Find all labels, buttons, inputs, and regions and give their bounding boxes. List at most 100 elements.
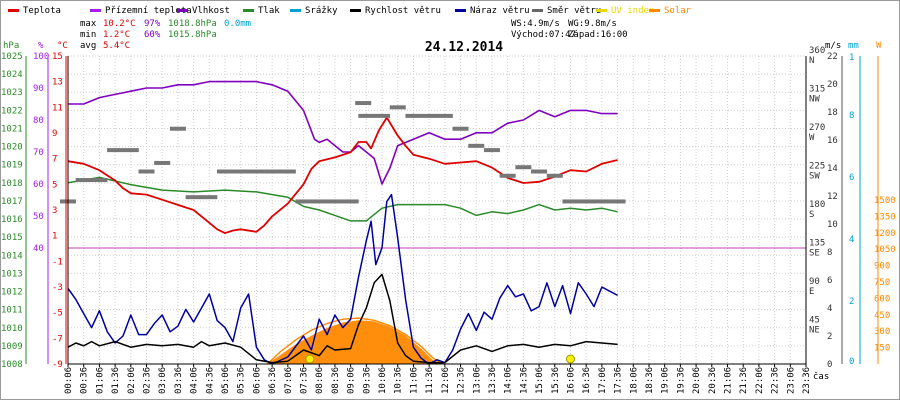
wind-tick: 20 <box>827 80 838 90</box>
legend-swatch <box>90 9 101 12</box>
legend-label: Tlak <box>258 6 280 16</box>
axis-solar-unit: W <box>876 41 882 51</box>
wind-tick: 6 <box>827 276 832 286</box>
humidity-tick: 70 <box>33 148 44 158</box>
direction-tick: S <box>809 210 814 220</box>
legend-swatch <box>649 9 660 12</box>
humidity-tick: 50 <box>33 212 44 222</box>
wind-dir-mark <box>232 169 249 174</box>
x-tick-label: 01:06 <box>95 367 105 394</box>
axis-wind-unit: m/s <box>825 41 841 51</box>
pressure-tick: 1014 <box>1 251 23 261</box>
x-tick-label: 01:36 <box>111 367 121 394</box>
x-tick-label: 07:06 <box>284 367 294 394</box>
wind-tick: 18 <box>827 108 838 118</box>
pressure-tick: 1015 <box>1 233 23 243</box>
temperature-tick: 13 <box>52 78 63 88</box>
wind-dir-mark <box>107 148 124 153</box>
direction-tick: 270 <box>809 123 825 133</box>
legend-label: Přízemní teplota <box>105 6 192 16</box>
line-series <box>67 80 618 365</box>
wind-dir-mark <box>531 169 548 174</box>
wind-dir-mark <box>122 148 139 153</box>
direction-tick: SW <box>809 172 820 182</box>
legend-swatch <box>532 9 543 12</box>
uv-tick: 0 <box>849 357 854 367</box>
stat-ws: WS:4.9m/s <box>511 19 560 29</box>
wind-dir-mark <box>91 178 108 183</box>
solar-tick: 900 <box>874 262 890 272</box>
solar-tick: 150 <box>874 344 890 354</box>
stat-avg-temp: 5.4°C <box>103 41 130 51</box>
stat-min-press: 1015.8hPa <box>168 30 217 40</box>
direction-tick: 360 <box>809 46 825 56</box>
temperature-tick: 5 <box>52 180 57 190</box>
x-tick-label: 21:36 <box>739 367 749 394</box>
solar-tick: 1350 <box>874 212 896 222</box>
stat-min-hum: 60% <box>144 30 161 40</box>
pressure-tick: 1010 <box>1 324 23 334</box>
humidity-tick: 60 <box>33 180 44 190</box>
solar-tick: 1050 <box>874 245 896 255</box>
direction-tick: SE <box>809 249 820 259</box>
legend-label: Vlhkost <box>192 6 230 16</box>
x-tick-label: 19:36 <box>676 367 686 394</box>
x-tick-label: 20:06 <box>692 367 702 394</box>
x-tick-label: 12:36 <box>457 367 467 394</box>
pressure-tick: 1008 <box>1 360 23 370</box>
wind-dir-mark <box>355 101 372 106</box>
wind-dir-mark <box>515 165 532 170</box>
x-tick-label: 17:36 <box>614 367 624 394</box>
wind-tick: 16 <box>827 136 838 146</box>
wind-tick: 22 <box>827 52 838 62</box>
stat-sunrise: Východ:07:47 <box>511 30 576 40</box>
wind-dir-mark <box>452 126 469 131</box>
pressure-tick: 1011 <box>1 306 23 316</box>
wind-dir-mark <box>546 173 563 178</box>
direction-tick: 45 <box>809 316 820 326</box>
x-tick-label: 14:36 <box>519 367 529 394</box>
axis-uv-unit: mm <box>848 41 859 51</box>
stat-wg: WG:9.8m/s <box>568 19 617 29</box>
x-tick-label: 12:06 <box>441 367 451 394</box>
pressure-tick: 1025 <box>1 52 23 62</box>
x-tick-label: 03:36 <box>174 367 184 394</box>
wind-dir-mark <box>185 195 202 200</box>
x-tick-label: 10:36 <box>394 367 404 394</box>
uv-tick: 2 <box>849 297 854 307</box>
x-tick-label: 16:06 <box>566 367 576 394</box>
uv-tick: 8 <box>849 111 854 121</box>
x-tick-label: 06:06 <box>252 367 262 394</box>
solar-tick: 450 <box>874 311 890 321</box>
wind-tick: 4 <box>827 304 832 314</box>
direction-tick: 135 <box>809 239 825 249</box>
x-tick-label: 11:36 <box>425 367 435 394</box>
legend-swatch <box>596 9 607 12</box>
wind-tick: 8 <box>827 248 832 258</box>
temperature-line <box>67 116 618 234</box>
legend-swatch <box>455 9 466 12</box>
pressure-tick: 1024 <box>1 70 23 80</box>
x-tick-label: 20:36 <box>708 367 718 394</box>
x-tick-label: 05:06 <box>221 367 231 394</box>
direction-tick: E <box>809 287 814 297</box>
x-tick-label: 14:06 <box>504 367 514 394</box>
wind-dir-mark <box>75 178 92 183</box>
wind-dir-mark <box>138 169 155 174</box>
uv-tick: 4 <box>849 235 854 245</box>
legend-label: Solar <box>664 6 692 16</box>
wind-dir-mark <box>154 160 171 165</box>
legend-swatch <box>8 9 19 12</box>
wind-dir-mark <box>389 105 406 110</box>
stat-min-temp: 1.2°C <box>103 30 130 40</box>
x-tick-label: 00:36 <box>80 367 90 394</box>
temperature-tick: -3 <box>52 283 63 293</box>
wind-gust-line <box>67 193 618 365</box>
temperature-tick: 11 <box>52 103 63 113</box>
stat-max-hum: 97% <box>144 19 161 29</box>
wind-dir-mark <box>295 199 312 204</box>
x-tick-label: 16:36 <box>582 367 592 394</box>
x-tick-label: 00:06 <box>64 367 74 394</box>
humidity-line <box>68 80 618 185</box>
stat-max-press: 1018.8hPa <box>168 19 217 29</box>
